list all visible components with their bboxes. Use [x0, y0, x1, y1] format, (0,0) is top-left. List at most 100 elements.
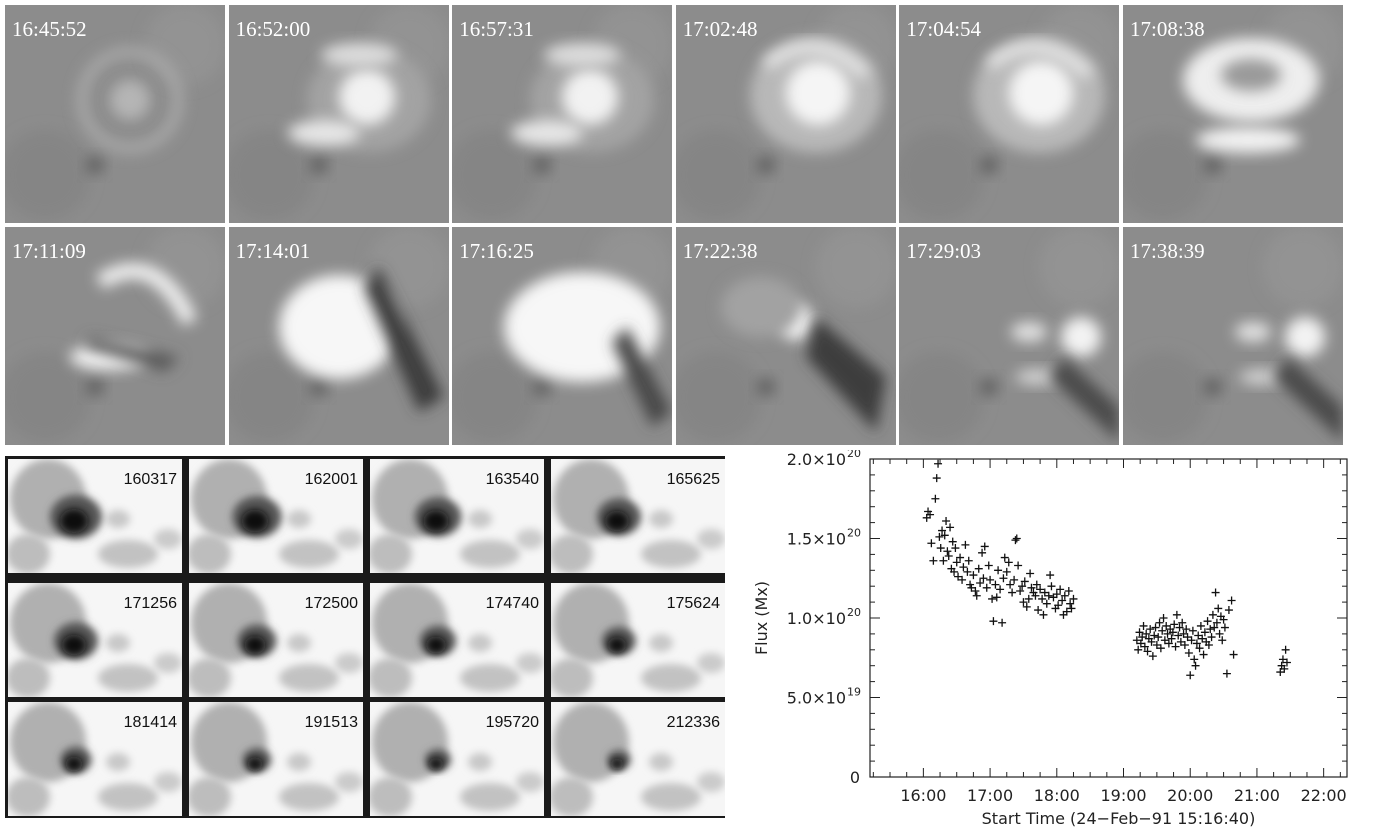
magnetogram-timestamp: 174740 — [485, 595, 539, 612]
data-point — [1146, 625, 1155, 634]
data-point — [1210, 623, 1219, 632]
y-tick-exponent: 20 — [847, 527, 861, 540]
data-point — [988, 594, 997, 603]
data-point — [1142, 629, 1151, 638]
x-axis-label: Start Time (24−Feb−91 15:16:40) — [982, 809, 1256, 828]
data-point — [999, 574, 1008, 583]
data-point — [1010, 575, 1019, 584]
data-point — [1011, 536, 1020, 545]
magnetogram-frame: 162001 — [189, 459, 363, 573]
data-point — [1167, 634, 1176, 643]
y-tick-label: 2.0×10 — [787, 450, 846, 469]
magnetogram-timestamp: 171256 — [123, 595, 177, 612]
data-point — [1002, 567, 1011, 576]
data-point — [943, 547, 952, 556]
data-point — [1220, 623, 1229, 632]
data-point — [1066, 599, 1075, 608]
data-point — [1196, 621, 1205, 630]
data-point — [952, 558, 961, 567]
data-point — [1179, 629, 1188, 638]
frame-timestamp: 17:16:25 — [459, 239, 534, 263]
data-point — [1000, 553, 1009, 562]
data-point — [1155, 618, 1164, 627]
data-point — [1158, 626, 1167, 635]
x-tick-label: 20:00 — [1167, 786, 1213, 805]
data-point — [963, 567, 972, 576]
halpha-image — [452, 227, 673, 445]
magnetogram-frame: 172500 — [189, 583, 363, 697]
y-tick-label: 5.0×10 — [787, 689, 846, 708]
data-point — [939, 556, 948, 565]
halpha-frame: 17:02:48 — [675, 5, 896, 223]
data-point — [1016, 586, 1025, 595]
data-point — [1008, 588, 1017, 597]
data-point — [1136, 639, 1145, 648]
y-tick-exponent: 20 — [847, 606, 861, 619]
data-point — [1062, 607, 1071, 616]
data-point — [954, 572, 963, 581]
data-point — [1060, 591, 1069, 600]
data-point — [1224, 606, 1233, 615]
magnetogram-image — [8, 583, 182, 697]
data-point — [980, 542, 989, 551]
magnetogram-frame: 175624 — [551, 583, 725, 697]
data-point — [1215, 629, 1224, 638]
data-point — [1212, 618, 1221, 627]
data-point — [1135, 628, 1144, 637]
frame-timestamp: 17:02:48 — [682, 17, 758, 41]
data-point — [1052, 590, 1061, 599]
data-point — [929, 556, 938, 565]
halpha-frame: 17:11:09 — [5, 227, 225, 445]
data-point — [931, 494, 940, 503]
data-point — [946, 523, 955, 532]
magnetogram-frame: 191513 — [189, 702, 363, 816]
data-point — [1214, 604, 1223, 613]
data-point — [1229, 650, 1238, 659]
data-point — [936, 544, 945, 553]
data-point — [1172, 610, 1181, 619]
frame-timestamp: 17:11:09 — [12, 239, 86, 263]
data-point — [1014, 561, 1023, 570]
data-point — [1208, 610, 1217, 619]
data-point — [984, 561, 993, 570]
halpha-image — [899, 227, 1120, 445]
halpha-frame: 17:38:39 — [1123, 227, 1343, 445]
data-point — [938, 526, 947, 535]
data-point — [1039, 610, 1048, 619]
halpha-image — [1123, 227, 1343, 445]
magnetogram-timestamp: 160317 — [123, 471, 177, 488]
frame-timestamp: 16:45:52 — [12, 17, 87, 41]
data-point — [1281, 645, 1290, 654]
data-point — [934, 459, 943, 468]
data-point — [950, 567, 959, 576]
halpha-image — [899, 5, 1120, 223]
y-tick-label: 1.0×10 — [787, 609, 846, 628]
data-point — [1194, 631, 1203, 640]
data-point — [1204, 641, 1213, 650]
magnetogram-image — [189, 583, 363, 697]
data-point — [1022, 602, 1031, 611]
data-point — [1138, 633, 1147, 642]
data-point — [1069, 594, 1078, 603]
magnetogram-image — [8, 459, 182, 573]
data-point — [1027, 583, 1036, 592]
magnetogram-frame: 174740 — [370, 583, 544, 697]
halpha-image — [675, 227, 896, 445]
data-point — [1031, 591, 1040, 600]
data-point — [1047, 582, 1056, 591]
halpha-image-grid: 16:45:52 16:52:00 16:57:31 17:02:48 17:0… — [5, 5, 1343, 450]
data-point — [1042, 599, 1051, 608]
magnetogram-image — [370, 459, 544, 573]
flux-chart-svg: 16:00 17:00 18:00 19:00 20:00 21:00 22:00 0 5.0×… — [752, 450, 1348, 828]
magnetogram-image — [551, 702, 725, 816]
magnetogram-image-grid: 160317 162001 — [5, 456, 725, 818]
data-point — [1162, 621, 1171, 630]
frame-timestamp: 17:29:03 — [906, 239, 982, 263]
data-point — [978, 548, 987, 557]
data-point — [1018, 582, 1027, 591]
data-point — [967, 583, 976, 592]
data-point — [1026, 569, 1035, 578]
data-point — [927, 539, 936, 548]
data-point — [1222, 669, 1231, 678]
magnetogram-image — [551, 459, 725, 573]
